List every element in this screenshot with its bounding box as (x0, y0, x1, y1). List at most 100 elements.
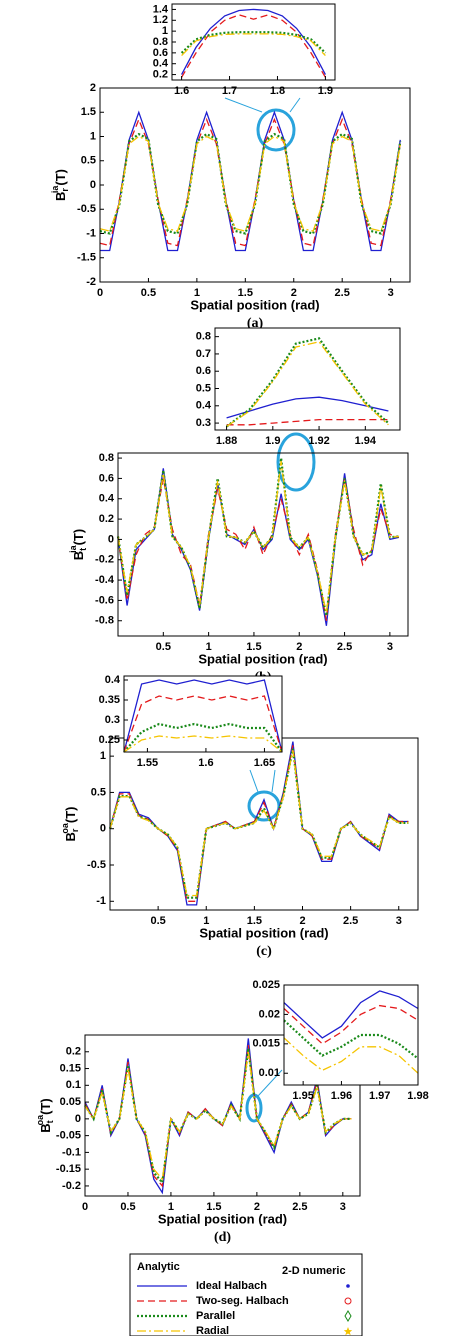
x-tick-label: 1.5 (238, 287, 253, 299)
series-line (226, 418, 389, 426)
x-tick-label: 1.5 (246, 641, 261, 653)
axes-frame (117, 452, 409, 637)
legend-marker (343, 1327, 353, 1336)
y-axis-label: Broa(T) (60, 806, 80, 841)
y-tick-label: -1 (96, 895, 106, 907)
zoom-ellipse (247, 790, 281, 822)
x-tick-label: 1.6 (198, 757, 213, 769)
y-tick-label: -0.1 (62, 1146, 81, 1158)
chart: 0.5 1 1.5 2 2.5 3 -0.8 -0.6 -0.4 -0.2 0 0.2 0.4 0.6 0.… (68, 452, 409, 685)
y-tick-label: -1 (86, 227, 96, 239)
legend-box (129, 1253, 363, 1336)
inset-chart: 1.88 1.9 1.92 1.94 0.3 0.4 0.5 0.6 0.7 0.8 (196, 327, 401, 447)
y-label-superscript: ia (68, 544, 78, 553)
x-tick-label: 1.5 (247, 915, 262, 927)
axes-frame (99, 87, 411, 283)
y-tick-label: 0.2 (153, 68, 168, 80)
zoom-ellipse (276, 432, 316, 492)
x-tick-label: 2.5 (337, 641, 352, 653)
x-tick-label: 1.6 (174, 85, 189, 97)
y-tick-label: 0.35 (99, 694, 120, 706)
axes-frame (283, 984, 419, 1086)
series-line (99, 135, 401, 232)
series-line (283, 1004, 419, 1045)
x-tick-label: 1 (203, 915, 209, 927)
y-tick-label: 0 (75, 1113, 81, 1125)
legend-label: Radial (196, 1325, 229, 1336)
y-tick-label: -0.15 (56, 1163, 81, 1175)
x-axis-label: Spatial position (rad) (199, 925, 328, 940)
x-tick-label: 1 (206, 641, 212, 653)
series-line (123, 722, 283, 753)
zoom-line (289, 97, 301, 113)
y-tick-label: 0.5 (81, 155, 96, 167)
series-line (123, 679, 283, 753)
series-line (123, 735, 283, 753)
series-line (116, 457, 400, 616)
y-tick-label: 1.2 (153, 14, 168, 26)
x-tick-label: 1.9 (265, 435, 280, 447)
y-tick-label: -0.05 (56, 1130, 81, 1142)
y-tick-label: -0.6 (95, 594, 114, 606)
series-line (226, 396, 389, 419)
inset-background (284, 985, 418, 1085)
y-tick-label: 1 (162, 25, 168, 37)
zoom-ellipse (256, 108, 296, 152)
y-tick-label: 1.5 (81, 106, 96, 118)
x-tick-label: 3 (387, 641, 393, 653)
x-tick-label: 3 (388, 287, 394, 299)
caption: (d) (214, 1230, 231, 1245)
y-tick-label: 0.25 (99, 734, 120, 746)
x-axis-label: Spatial position (rad) (198, 651, 327, 666)
x-tick-label: 1 (168, 1201, 174, 1213)
y-tick-label: -2 (86, 276, 96, 288)
y-label-superscript: oa (60, 822, 70, 833)
x-tick-label: 1.9 (318, 85, 333, 97)
x-tick-label: 2.5 (335, 287, 350, 299)
inset-chart: 1.6 1.7 1.8 1.9 0.20.40.60.811.21.4 (153, 3, 336, 97)
zoom-markers (224, 97, 316, 1123)
x-tick-label: 2.5 (343, 915, 358, 927)
series-line (123, 695, 283, 753)
x-tick-label: 1.7 (222, 85, 237, 97)
x-tick-label: 1.95 (292, 1090, 313, 1102)
y-label-unit: (T) (38, 1098, 53, 1115)
y-tick-label: 0.8 (153, 36, 168, 48)
y-tick-label: 1 (90, 130, 96, 142)
y-label-subscript: r (60, 188, 70, 192)
x-tick-label: 1.97 (369, 1090, 390, 1102)
legend-marker (344, 1297, 352, 1305)
series-line (100, 110, 401, 252)
y-tick-label: 2 (90, 82, 96, 94)
y-label-unit: (T) (63, 806, 78, 823)
series-line (226, 341, 389, 428)
y-label-symbol: B (63, 832, 78, 841)
series-line (109, 745, 409, 902)
x-axis-label: Spatial position (rad) (190, 297, 319, 312)
y-tick-label: 0.015 (252, 1038, 280, 1050)
x-tick-label: 1.98 (407, 1090, 428, 1102)
inset-background (124, 676, 282, 752)
legend-label: Two-seg. Halbach (196, 1295, 289, 1307)
series-line (109, 750, 409, 897)
x-tick-label: 1.88 (216, 435, 237, 447)
x-tick-label: 1.8 (270, 85, 285, 97)
y-axis-label: Btia(T) (68, 529, 88, 561)
y-axis-label: Bria(T) (50, 169, 70, 201)
y-tick-label: 0.7 (196, 348, 211, 360)
y-tick-label: 0.5 (196, 382, 211, 394)
x-tick-label: 3 (396, 915, 402, 927)
x-tick-label: 1 (194, 287, 200, 299)
y-tick-label: -0.8 (95, 615, 114, 627)
y-tick-label: 0.4 (153, 58, 169, 70)
y-tick-label: 0.6 (153, 47, 168, 59)
series-line (283, 1037, 419, 1074)
y-tick-label: 0.05 (60, 1096, 81, 1108)
series-line (108, 748, 409, 899)
legend-marker (346, 1284, 350, 1288)
y-label-unit: (T) (53, 169, 68, 186)
x-tick-label: 1.96 (331, 1090, 352, 1102)
x-tick-label: 3 (340, 1201, 346, 1213)
x-tick-label: 0.5 (141, 287, 156, 299)
zoom-ellipse (245, 1093, 263, 1123)
